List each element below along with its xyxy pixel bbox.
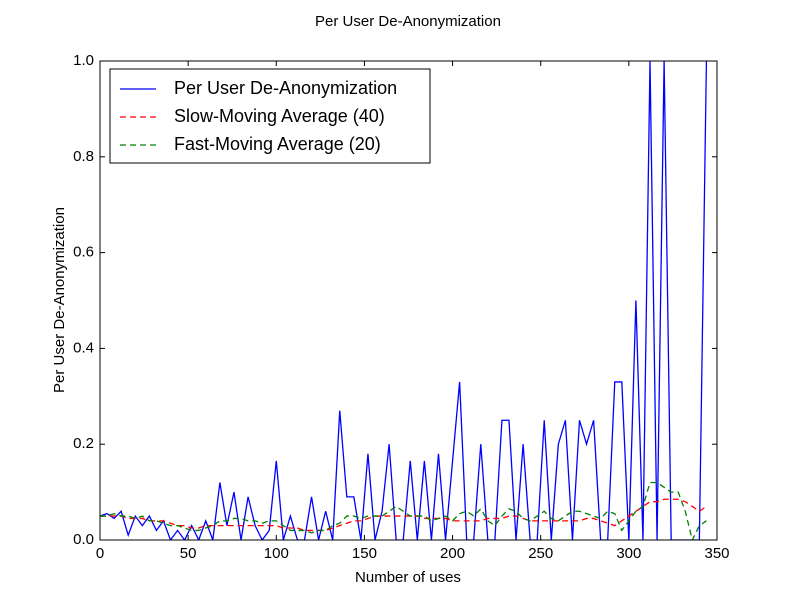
y-tick-label: 0.4	[73, 339, 94, 356]
x-tick-label: 150	[352, 545, 377, 562]
legend-box	[109, 68, 431, 164]
data-line	[100, 61, 708, 540]
legend-label: Fast-Moving Average (20)	[174, 134, 381, 154]
x-tick-label: 50	[180, 545, 197, 562]
data-line	[100, 481, 707, 540]
x-tick-label: 0	[96, 545, 104, 562]
y-tick-label: 0.6	[73, 244, 94, 261]
chart-title: Per User De-Anonymization	[315, 13, 501, 30]
legend-label: Per User De-Anonymization	[174, 78, 397, 98]
x-tick-label: 100	[264, 545, 289, 562]
y-tick-label: 0.2	[73, 435, 94, 452]
y-tick-label: 1.0	[73, 52, 94, 69]
x-tick-label: 350	[704, 545, 729, 562]
x-tick-label: 250	[528, 545, 553, 562]
x-axis-label: Number of uses	[355, 569, 461, 586]
x-tick-label: 200	[440, 545, 465, 562]
plot-frame	[99, 60, 718, 541]
x-tick-label: 300	[616, 545, 641, 562]
legend: Per User De-Anonymization Slow-Moving Ave…	[109, 68, 431, 164]
y-tick-label: 0.0	[73, 531, 94, 548]
y-tick-label: 0.8	[73, 148, 94, 165]
legend-label: Slow-Moving Average (40)	[174, 106, 385, 126]
y-axis-label: Per User De-Anonymization	[51, 207, 68, 393]
data-line	[100, 498, 707, 532]
